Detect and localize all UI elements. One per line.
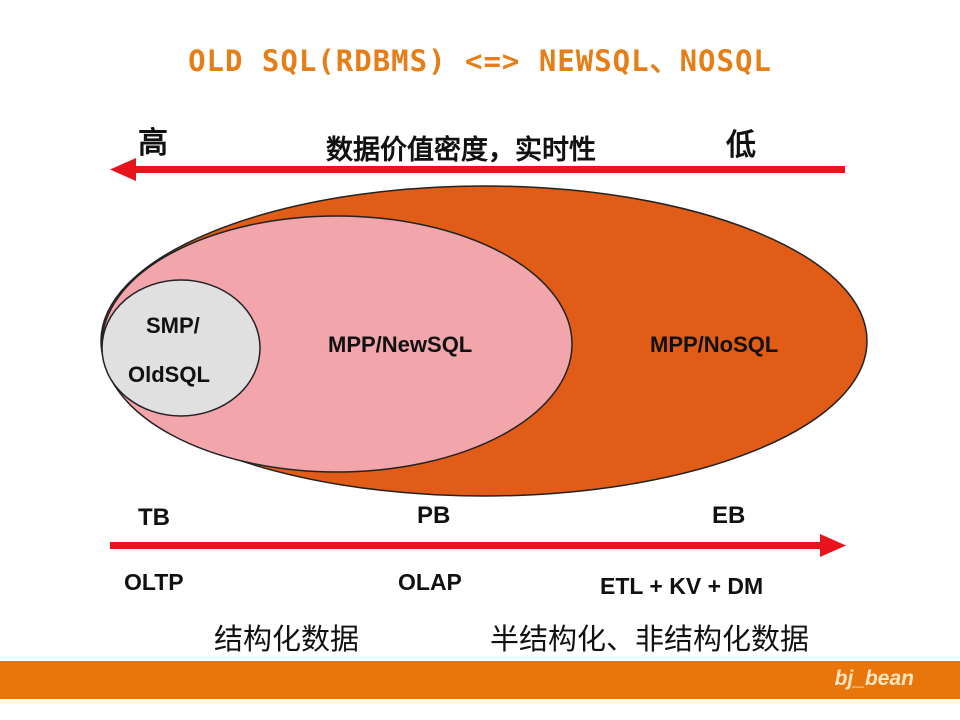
scale-pb: PB — [417, 502, 451, 529]
scale-eb: EB — [712, 502, 746, 529]
top-arrow — [110, 158, 845, 181]
bottom-arrow — [110, 534, 846, 557]
nosql-label: MPP/NoSQL — [650, 332, 779, 357]
footer-bar: bj_bean — [0, 661, 960, 699]
oldsql-label-line2: OldSQL — [128, 362, 210, 387]
workload-olap: OLAP — [398, 569, 462, 595]
newsql-label: MPP/NewSQL — [328, 332, 473, 357]
low-label: 低 — [726, 128, 756, 163]
value-density-label: 数据价值密度，实时性 — [326, 135, 596, 166]
page-title: OLD SQL(RDBMS) <=> NEWSQL、NOSQL — [188, 44, 772, 78]
workload-etl-kv-dm: ETL + KV + DM — [600, 573, 764, 599]
scale-tb: TB — [138, 504, 170, 531]
high-label: 高 — [138, 126, 168, 161]
author-watermark: bj_bean — [834, 667, 914, 690]
workload-oltp: OLTP — [124, 569, 184, 595]
unstructured-data-label: 半结构化、非结构化数据 — [490, 622, 810, 656]
oldsql-label-line1: SMP/ — [146, 313, 200, 338]
structured-data-label: 结构化数据 — [214, 622, 360, 656]
oldsql-ellipse — [101, 279, 261, 417]
